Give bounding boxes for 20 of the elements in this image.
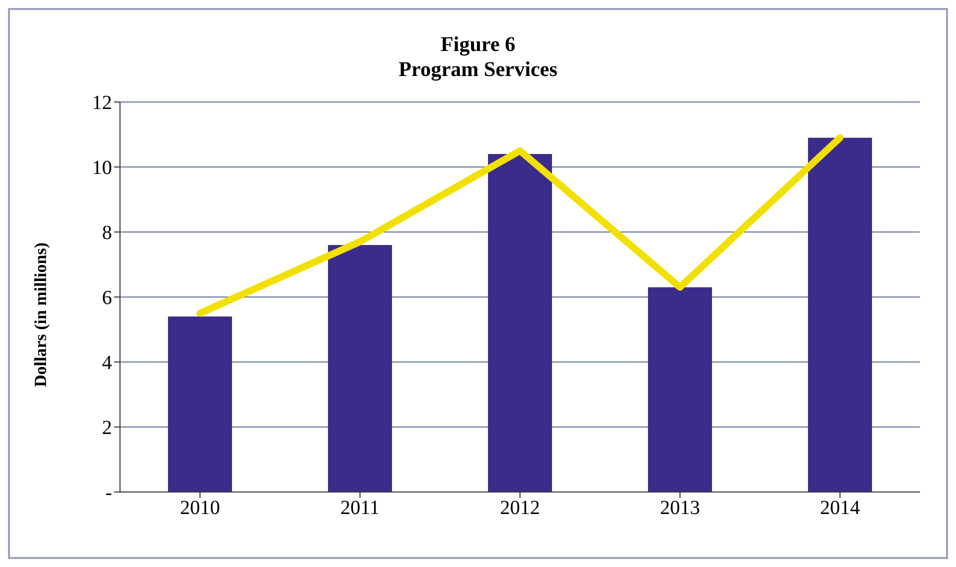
x-tick-label: 2012 [500,497,540,520]
y-tick-label: 8 [102,222,112,244]
x-tick-label: 2013 [660,497,700,520]
y-tick-label: 10 [92,157,112,180]
chart-title: Figure 6 [440,32,516,57]
y-axis-title: Dollars (in millions) [31,242,50,387]
y-tick-label: 6 [102,287,112,310]
chart-subtitle: Program Services [398,57,558,82]
y-tick-label: 12 [92,92,112,114]
bar [648,287,712,492]
bar [328,245,392,492]
bar [808,138,872,492]
y-tick-label: 4 [102,352,112,374]
bar [488,154,552,492]
y-tick-label: 2 [102,417,112,440]
bar [168,316,232,492]
x-tick-label: 2014 [820,497,860,520]
x-tick-label: 2010 [180,497,220,520]
x-tick-label: 2011 [340,497,380,520]
y-tick-label: - [105,482,112,504]
